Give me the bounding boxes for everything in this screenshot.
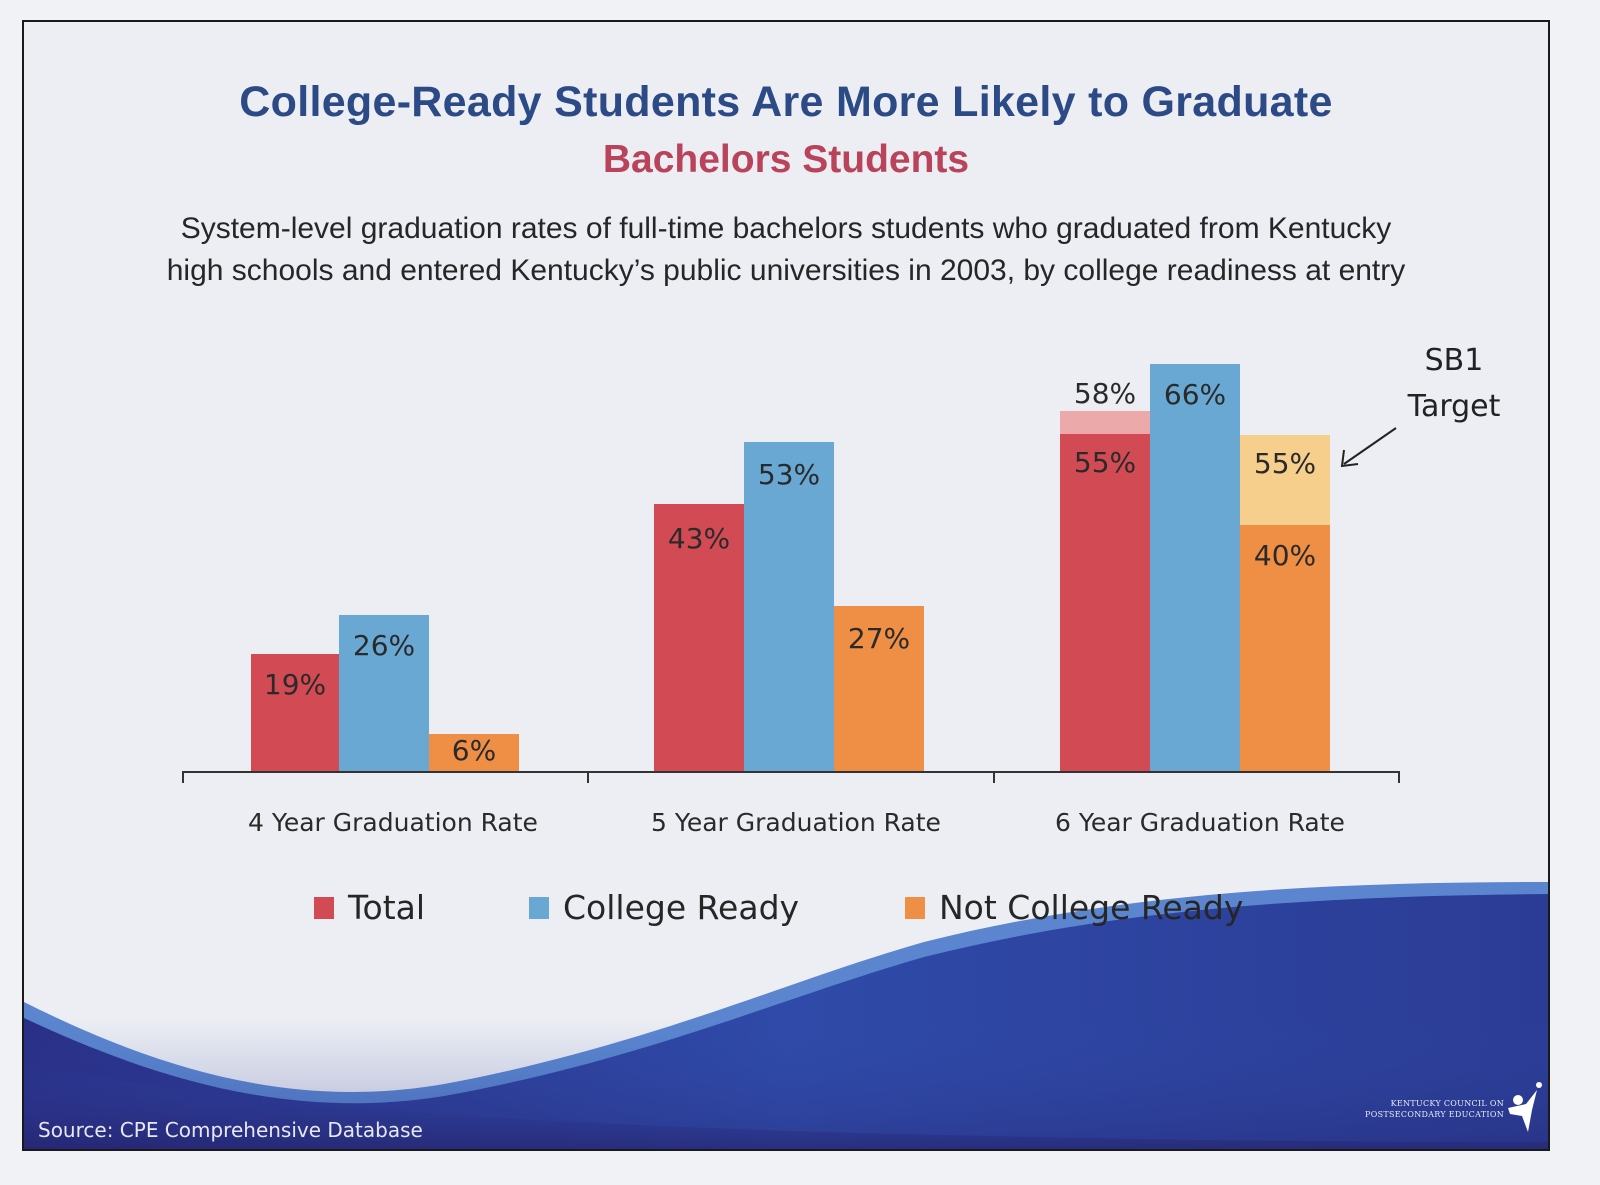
logo-line-2: POSTSECONDARY EDUCATION — [1365, 1110, 1504, 1119]
bar-4yr-college-ready: 26% — [339, 615, 429, 772]
chart-title: College-Ready Students Are More Likely t… — [239, 78, 1333, 126]
bar-5yr-college-ready: 53% — [744, 442, 834, 772]
annotation-line-2: Target — [1407, 389, 1501, 424]
bar-value-label: 53% — [757, 458, 821, 491]
legend-label: Not College Ready — [939, 888, 1244, 927]
bar-value-label: 19% — [263, 668, 327, 701]
bar-6yr-total: 55% — [1060, 434, 1150, 772]
legend-item-total: Total — [314, 888, 425, 927]
bar-6yr-total-target-extension — [1060, 411, 1150, 434]
x-axis-category-label: 6 Year Graduation Rate — [1055, 808, 1345, 837]
annotation-line-1: SB1 — [1424, 343, 1484, 378]
cpe-star-figure-logo-icon — [1508, 1082, 1542, 1132]
bar-6yr-not-ready-target-extension: 55% — [1240, 435, 1330, 525]
arrow-icon — [1340, 427, 1397, 468]
bar-value-label: 40% — [1253, 539, 1317, 572]
chart-description: System-level graduation rates of full-ti… — [64, 208, 1508, 292]
bar-value-label: 55% — [1253, 447, 1317, 480]
bar-4yr-not-college-ready: 6% — [429, 734, 519, 772]
bar-value-label: 26% — [352, 629, 416, 662]
bar-value-label: 43% — [667, 522, 731, 555]
bar-value-label: 6% — [451, 734, 497, 767]
bar-6yr-total-target-label: 58% — [1073, 377, 1137, 410]
chart-legend: Total College Ready Not College Ready — [24, 888, 1548, 932]
legend-swatch-total — [314, 896, 334, 919]
description-line-2: high schools and entered Kentucky’s publ… — [166, 254, 1406, 287]
bar-6yr-not-college-ready: 40% — [1240, 525, 1330, 772]
description-line-1: System-level graduation rates of full-ti… — [180, 212, 1392, 245]
chart-subtitle: Bachelors Students — [602, 138, 970, 181]
legend-item-not-college-ready: Not College Ready — [905, 888, 1243, 927]
slide: College-Ready Students Are More Likely t… — [22, 20, 1550, 1151]
bar-5yr-total: 43% — [654, 504, 744, 772]
legend-swatch-college-ready — [529, 896, 549, 919]
x-axis-category-label: 4 Year Graduation Rate — [248, 808, 538, 837]
bar-value-label: 66% — [1163, 378, 1227, 411]
bar-6yr-college-ready: 66% — [1150, 364, 1240, 772]
legend-item-college-ready: College Ready — [529, 888, 799, 927]
x-axis-line — [182, 771, 1400, 773]
bar-value-label: 55% — [1073, 446, 1137, 479]
source-note: Source: CPE Comprehensive Database — [38, 1118, 423, 1142]
x-axis-tick — [587, 771, 589, 783]
logo-line-1: KENTUCKY COUNCIL ON — [1390, 1099, 1504, 1108]
x-axis-tick — [993, 771, 995, 783]
x-axis-tick — [182, 771, 184, 783]
footer-wave-decoration — [24, 882, 1548, 1149]
bar-value-label: 27% — [847, 622, 911, 655]
bar-4yr-total: 19% — [251, 654, 339, 772]
sb1-target-annotation: SB1 Target — [1394, 338, 1514, 430]
x-axis-tick — [1398, 771, 1400, 783]
legend-swatch-not-college-ready — [905, 896, 925, 919]
bar-5yr-not-college-ready: 27% — [834, 606, 924, 772]
x-axis-category-label: 5 Year Graduation Rate — [651, 808, 941, 837]
legend-label: Total — [348, 888, 426, 927]
legend-label: College Ready — [563, 888, 800, 927]
cpe-logo-text: KENTUCKY COUNCIL ON POSTSECONDARY EDUCAT… — [1344, 1098, 1504, 1120]
